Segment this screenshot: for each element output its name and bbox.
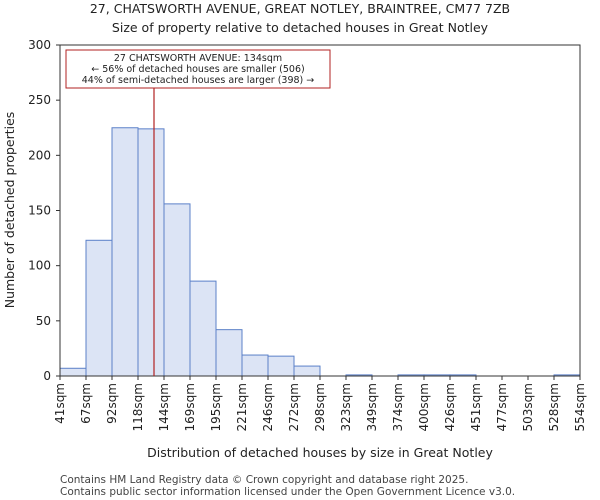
y-tick-label: 100 xyxy=(28,259,51,273)
x-tick-label: 528sqm xyxy=(547,383,561,431)
x-tick-label: 298sqm xyxy=(313,383,327,431)
x-tick-label: 169sqm xyxy=(183,383,197,431)
bar xyxy=(293,365,321,377)
x-axis-label: Distribution of detached houses by size … xyxy=(147,445,493,460)
x-tick-label: 246sqm xyxy=(261,383,275,431)
chart-title-line1: 27, CHATSWORTH AVENUE, GREAT NOTLEY, BRA… xyxy=(90,1,510,16)
footer-line1: Contains HM Land Registry data © Crown c… xyxy=(60,474,468,486)
x-tick-label: 67sqm xyxy=(79,383,93,424)
footer-line2: Contains public sector information licen… xyxy=(60,486,515,498)
bar xyxy=(215,329,243,377)
x-tick-label: 503sqm xyxy=(521,383,535,431)
x-tick-label: 118sqm xyxy=(131,383,145,431)
x-tick-label: 374sqm xyxy=(391,383,405,431)
annotation-line1: 27 CHATSWORTH AVENUE: 134sqm xyxy=(114,53,282,64)
x-tick-label: 272sqm xyxy=(287,383,301,431)
x-tick-label: 400sqm xyxy=(417,383,431,431)
x-tick-label: 451sqm xyxy=(469,383,483,431)
x-tick-label: 477sqm xyxy=(495,383,509,431)
bar xyxy=(59,367,87,377)
annotation-line2: ← 56% of detached houses are smaller (50… xyxy=(91,64,304,75)
y-tick-label: 250 xyxy=(28,93,51,107)
bar xyxy=(163,203,191,377)
x-tick-label: 195sqm xyxy=(209,383,223,431)
bar xyxy=(111,127,139,377)
y-tick-label: 150 xyxy=(28,204,51,218)
y-tick-label: 0 xyxy=(43,369,51,383)
y-tick-label: 300 xyxy=(28,38,51,52)
chart-title-line2: Size of property relative to detached ho… xyxy=(112,20,489,35)
bars xyxy=(59,127,581,377)
annotation-box: 27 CHATSWORTH AVENUE: 134sqm ← 56% of de… xyxy=(65,49,331,89)
x-tick-label: 323sqm xyxy=(339,383,353,431)
y-tick-label: 200 xyxy=(28,148,51,162)
x-tick-label: 92sqm xyxy=(105,383,119,424)
x-tick-label: 554sqm xyxy=(573,383,587,431)
x-tick-label: 144sqm xyxy=(157,383,171,431)
bar xyxy=(137,128,165,377)
bar xyxy=(267,355,295,377)
y-axis-label: Number of detached properties xyxy=(2,112,17,309)
annotation-frame xyxy=(65,49,331,89)
bar xyxy=(241,354,269,377)
x-tick-label: 221sqm xyxy=(235,383,249,431)
annotation-line3: 44% of semi-detached houses are larger (… xyxy=(82,75,315,86)
x-tick-label: 41sqm xyxy=(53,383,67,424)
y-axis-ticks: 0 50 100 150 200 250 300 xyxy=(28,38,60,383)
bar xyxy=(85,239,113,377)
x-axis-ticks: 41sqm 67sqm 92sqm 118sqm 144sqm 169sqm 195sqm 2… xyxy=(53,376,587,431)
y-tick-label: 50 xyxy=(36,314,51,328)
plot-frame xyxy=(59,44,581,377)
bar xyxy=(189,280,217,377)
x-tick-label: 349sqm xyxy=(365,383,379,431)
x-tick-label: 426sqm xyxy=(443,383,457,431)
